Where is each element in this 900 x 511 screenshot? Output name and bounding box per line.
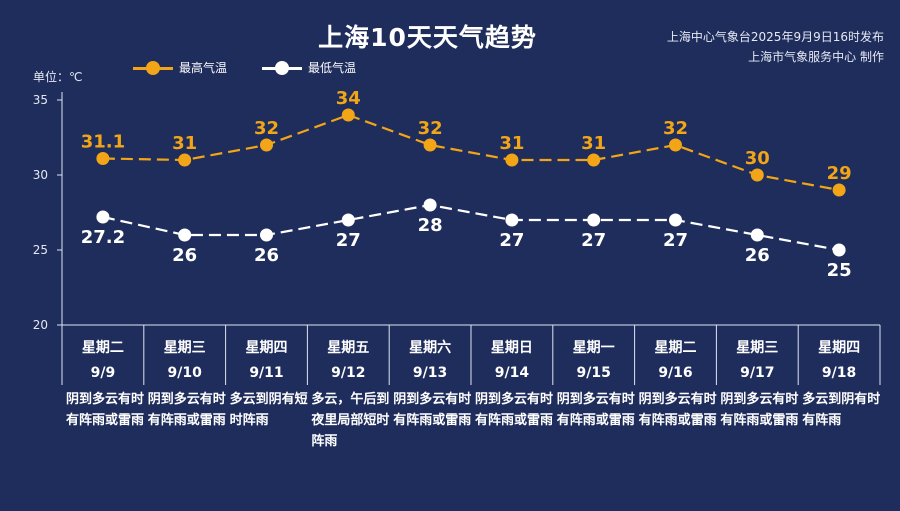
high-temp-label: 32 xyxy=(254,118,279,139)
high-temp-point xyxy=(341,108,355,122)
high-temp-point xyxy=(832,183,846,197)
weather-description: 阴到多云有时有阵雨或雷雨 xyxy=(393,392,472,428)
page-title: 上海10天天气趋势 xyxy=(318,23,537,52)
high-temp-label: 34 xyxy=(336,88,361,109)
day-header: 星期一 9/15 xyxy=(553,324,635,384)
low-temp-label: 26 xyxy=(254,245,279,266)
low-temp-point xyxy=(423,198,437,212)
date-label: 9/13 xyxy=(412,365,448,381)
y-tick-label: 30 xyxy=(33,168,48,182)
date-label: 9/10 xyxy=(167,365,202,381)
low-temp-label: 27 xyxy=(663,230,688,251)
issue-line: 上海中心气象台2025年9月9日16时发布 xyxy=(666,30,884,44)
high-temp-point xyxy=(750,168,764,182)
low-temp-line xyxy=(102,203,840,252)
low-temp-point xyxy=(96,210,110,224)
weather-description: 多云到阴有时有阵雨 xyxy=(802,392,881,428)
high-temp-point xyxy=(260,138,273,152)
weather-description: 阴到多云有时有阵雨或雷雨 xyxy=(66,392,145,428)
high-temp-label: 32 xyxy=(418,118,443,139)
weekday-label: 星期四 xyxy=(245,340,288,356)
day-header: 星期四 9/18 xyxy=(798,324,880,384)
low-temp-point xyxy=(505,213,519,227)
weekday-label: 星期三 xyxy=(163,340,206,356)
high-line-marker-icon xyxy=(133,60,173,75)
weekday-label: 星期二 xyxy=(81,340,124,356)
low-temp-label: 27 xyxy=(336,230,361,251)
weekday-label: 星期四 xyxy=(818,340,861,356)
weather-description: 阴到多云有时有阵雨或雷雨 xyxy=(475,392,554,428)
high-temp-label: 32 xyxy=(663,118,688,139)
day-header: 星期日 9/14 xyxy=(471,324,553,384)
high-temp-line xyxy=(102,113,840,192)
weekday-label: 星期日 xyxy=(490,340,533,356)
date-label: 9/9 xyxy=(90,365,116,381)
low-temp-point xyxy=(178,228,192,242)
legend-label-low: 最低气温 xyxy=(308,61,357,75)
high-temp-label: 31.1 xyxy=(81,132,125,153)
weather-description: 阴到多云有时有阵雨或雷雨 xyxy=(638,392,717,428)
low-temp-label: 25 xyxy=(827,260,852,281)
day-header: 星期三 9/10 xyxy=(144,324,226,384)
weather-description: 多云到阴有短时阵雨 xyxy=(229,392,308,428)
high-temp-point xyxy=(178,153,192,167)
high-temp-label: 31 xyxy=(172,133,197,154)
y-tick-label: 20 xyxy=(33,318,48,332)
date-label: 9/12 xyxy=(331,365,366,381)
day-header: 星期六 9/13 xyxy=(389,324,471,384)
day-header: 星期二 9/9 xyxy=(62,324,144,384)
low-temp-label: 26 xyxy=(745,245,770,266)
low-temp-point xyxy=(832,243,846,257)
high-temp-point xyxy=(669,138,682,152)
weekday-label: 星期二 xyxy=(654,340,697,356)
weekday-label: 星期六 xyxy=(409,340,452,356)
high-temp-label: 31 xyxy=(499,133,524,154)
date-label: 9/15 xyxy=(576,365,611,381)
legend-item-high: 最高气温 xyxy=(133,59,227,76)
weather-description: 多云，午后到夜里局部短时阵雨 xyxy=(311,392,390,449)
low-temp-label: 26 xyxy=(172,245,197,266)
high-temp-label: 30 xyxy=(745,148,770,169)
date-label: 9/16 xyxy=(658,365,693,381)
weather-description: 阴到多云有时有阵雨或雷雨 xyxy=(147,392,226,428)
high-temp-point xyxy=(423,138,437,152)
low-temp-label: 27 xyxy=(499,230,524,251)
low-temp-point xyxy=(341,213,355,227)
low-temp-point xyxy=(260,228,273,242)
low-temp-label: 28 xyxy=(418,215,443,236)
day-header: 星期五 9/12 xyxy=(307,324,389,384)
day-header: 星期四 9/11 xyxy=(226,324,308,384)
day-header: 星期二 9/16 xyxy=(635,324,717,384)
legend-label-high: 最高气温 xyxy=(179,61,228,75)
issuer-info: 上海中心气象台2025年9月9日16时发布 上海市气象服务中心 制作 xyxy=(667,27,884,67)
high-temp-point xyxy=(587,153,601,167)
low-temp-point xyxy=(750,228,764,242)
weather-description: 阴到多云有时有阵雨或雷雨 xyxy=(720,392,799,428)
weekday-label: 星期三 xyxy=(736,340,779,356)
day-header: 星期三 9/17 xyxy=(716,324,798,384)
low-line-marker-icon xyxy=(262,60,302,75)
high-temp-label: 31 xyxy=(581,133,606,154)
weather-description: 阴到多云有时有阵雨或雷雨 xyxy=(556,392,635,428)
y-tick-label: 35 xyxy=(33,93,48,107)
high-temp-point xyxy=(96,152,110,165)
weekday-label: 星期五 xyxy=(327,340,370,356)
producer-line: 上海市气象服务中心 制作 xyxy=(748,50,884,64)
high-temp-label: 29 xyxy=(827,163,852,184)
y-tick-label: 25 xyxy=(33,243,48,257)
date-label: 9/18 xyxy=(821,365,857,381)
low-temp-label: 27 xyxy=(581,230,606,251)
low-temp-label: 27.2 xyxy=(81,227,125,248)
date-label: 9/17 xyxy=(740,365,775,381)
low-temp-point xyxy=(587,213,601,227)
legend-item-low: 最低气温 xyxy=(262,59,356,76)
high-temp-point xyxy=(505,153,519,167)
date-label: 9/11 xyxy=(249,365,284,381)
unit-label: 单位：℃ xyxy=(33,70,83,84)
low-temp-point xyxy=(669,213,682,227)
date-label: 9/14 xyxy=(494,365,530,381)
weekday-label: 星期一 xyxy=(572,340,615,356)
